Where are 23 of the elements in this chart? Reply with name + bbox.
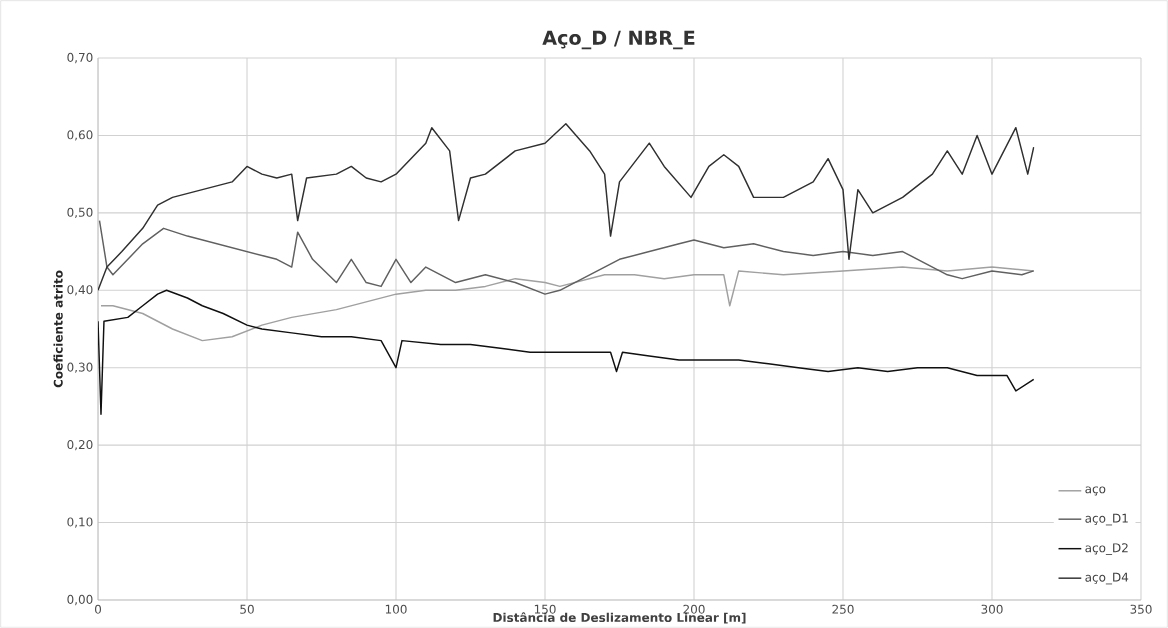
x-tick-label: 0 [94, 604, 102, 614]
y-tick-label: 0,10 [67, 517, 93, 528]
y-tick-label: 0,60 [67, 130, 93, 141]
y-tick-label: 0,20 [67, 439, 93, 451]
x-tick-label: 250 [832, 604, 854, 614]
chart-title: Aço_D / NBR_E [542, 30, 695, 50]
x-tick-label: 350 [1130, 604, 1152, 614]
x-tick-label: 50 [240, 604, 254, 614]
y-tick-label: 0,30 [67, 362, 93, 373]
x-axis-title: Distância de Deslizamento Linear [m] [493, 612, 746, 624]
y-tick-label: 0,00 [67, 594, 93, 606]
x-tick-label: 200 [683, 604, 705, 614]
legend-label: aço_D4 [1085, 572, 1129, 585]
legend-label: aço_D2 [1085, 543, 1128, 555]
y-tick-label: 0,70 [67, 52, 93, 64]
legend-label: aço_D1 [1085, 513, 1128, 526]
legend-label: aço [1085, 486, 1106, 496]
y-tick-label: 0,50 [67, 207, 93, 219]
y-tick-label: 0,40 [67, 285, 93, 296]
x-tick-label: 150 [534, 604, 556, 614]
x-tick-label: 300 [981, 604, 1003, 614]
x-tick-label: 100 [385, 604, 407, 614]
y-axis-title: Coeficiente atrito [53, 270, 63, 388]
